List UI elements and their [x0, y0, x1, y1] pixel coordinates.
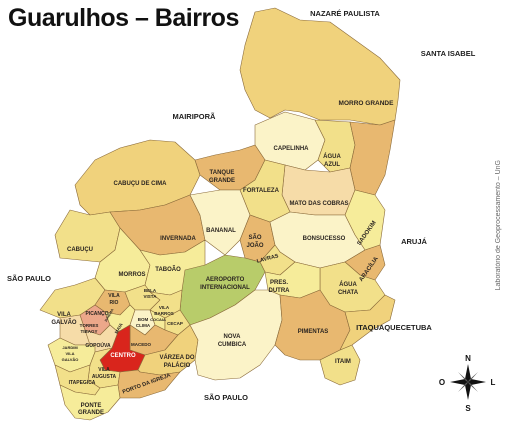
label-vila-galvao-2: GALVÃO	[51, 319, 77, 326]
label-bela-vista-1: BELA	[144, 288, 157, 293]
district-polygons	[39, 7, 401, 421]
label-lavras: LAVRAS	[256, 253, 279, 265]
label-jurema: JUREMA	[104, 308, 115, 323]
label-itapegica: ITAPEGICA	[69, 380, 96, 386]
district-ponte-grande[interactable]	[59, 384, 121, 421]
label-torres-tibagy-2: TIBAGY	[80, 329, 97, 334]
label-bom-clima-1: BOM	[138, 317, 149, 322]
label-bela-vista-2: VISTA	[144, 294, 158, 299]
label-ponte-grande-2: GRANDE	[78, 410, 104, 416]
label-jardim-vila-galvao-2: VILA	[65, 351, 74, 356]
label-centro: CENTRO	[110, 353, 136, 359]
label-itaim: ITAIM	[335, 359, 351, 365]
label-pimentas: PIMENTAS	[298, 329, 329, 335]
district-morro-grande[interactable]	[239, 7, 401, 126]
label-cabucu-de-cima: CABUÇU DE CIMA	[114, 181, 168, 187]
label-vila-augusta-1: VILA	[98, 367, 110, 373]
label-morro-grande: MORRO GRANDE	[339, 100, 395, 107]
label-vila-barros-2: BARROS	[154, 311, 174, 316]
neighbor-santa-isabel: SANTA ISABEL	[421, 49, 476, 58]
label-picanco: PICANÇO	[85, 311, 108, 317]
label-ponte-grande-1: PONTE	[81, 403, 102, 409]
label-sao-joao-1: SÃO	[248, 234, 261, 241]
label-sao-joao-2: JOÃO	[246, 242, 263, 249]
label-maia: MAIA	[114, 321, 124, 334]
label-aeroporto-1: AEROPORTO	[206, 277, 245, 283]
label-invernada: INVERNADA	[160, 236, 196, 242]
label-cabucu: CABUÇU	[67, 247, 93, 253]
label-jardim-vila-galvao-3: GALVÃO	[62, 357, 79, 362]
neighbor-sao-paulo-south: SÃO PAULO	[204, 393, 248, 402]
neighbor-sao-paulo-west: SÃO PAULO	[7, 274, 51, 283]
label-nova-cumbica-1: NOVA	[224, 334, 242, 340]
label-bom-clima-2: CLIMA	[136, 323, 151, 328]
compass-o: O	[439, 378, 445, 387]
district-east-strip[interactable]	[349, 119, 396, 196]
district-mato-das-cobras[interactable]	[281, 164, 356, 216]
label-varzea-palacio-1: VÁRZEA DO	[159, 354, 194, 361]
district-labels: MORRO GRANDE CAPELINHA ÁGUA AZUL CABUÇU …	[51, 100, 394, 416]
label-vila-barros-1: VILA	[159, 305, 170, 310]
compass-n: N	[465, 354, 471, 363]
label-nova-cumbica-2: CUMBICA	[218, 342, 247, 348]
label-agua-azul-2: AZUL	[324, 162, 340, 168]
label-tanque-grande-1: TANQUE	[210, 170, 235, 176]
label-gopouva: GOPOÚVA	[85, 342, 111, 349]
neighbor-aruja: ARUJÁ	[401, 237, 427, 246]
label-aeroporto-2: INTERNACIONAL	[200, 285, 250, 291]
compass-rose: N S L O	[439, 354, 496, 413]
label-jardim-vila-galvao-1: JARDIM	[62, 345, 78, 350]
map-title: Guarulhos – Bairros	[8, 4, 239, 32]
neighbor-itaquaquecetuba: ITAQUAQUECETUBA	[356, 323, 432, 332]
label-macedo: MACEDO	[131, 342, 151, 347]
label-pres-dutra-2: DUTRA	[269, 288, 291, 294]
label-vila-galvao-1: VILA	[57, 312, 71, 318]
label-pres-dutra-1: PRES.	[270, 280, 288, 286]
map-credit: Laboratório de Geoprocessamento – UnG	[495, 160, 502, 291]
label-tanque-grande-2: GRANDE	[209, 178, 235, 184]
compass-s: S	[465, 404, 471, 413]
label-taboao: TABOÃO	[155, 266, 181, 273]
label-varzea-palacio-2: PALÁCIO	[164, 362, 191, 369]
district-porto-igreja[interactable]	[117, 369, 181, 399]
label-agua-chata-2: CHATA	[338, 290, 359, 296]
neighbor-mairipora: MAIRIPORÃ	[173, 112, 217, 121]
neighbor-nazare-paulista: NAZARÉ PAULISTA	[310, 9, 380, 18]
label-agua-chata-1: ÁGUA	[339, 281, 357, 288]
label-vila-rio-2: RIO	[110, 300, 119, 306]
district-east-lower[interactable]	[339, 294, 396, 351]
label-mato-das-cobras: MATO DAS COBRAS	[289, 201, 348, 207]
label-agua-azul-1: ÁGUA	[323, 153, 341, 160]
label-bonsucesso: BONSUCESSO	[303, 236, 346, 242]
label-torres-tibagy-1: TORRES	[80, 323, 99, 328]
neighbor-labels: NAZARÉ PAULISTA SANTA ISABEL MAIRIPORÃ A…	[7, 9, 476, 402]
compass-l: L	[491, 378, 496, 387]
label-vila-augusta-2: AUGUSTA	[92, 374, 117, 380]
label-bananal: BANANAL	[206, 228, 236, 234]
label-capelinha: CAPELINHA	[273, 146, 309, 152]
label-morros: MORROS	[119, 272, 146, 278]
label-cecap: CECAP	[167, 321, 183, 326]
label-cocaia: COCAIA	[150, 317, 166, 322]
label-vila-rio-1: VILA	[108, 293, 120, 299]
label-fortaleza: FORTALEZA	[243, 188, 280, 194]
